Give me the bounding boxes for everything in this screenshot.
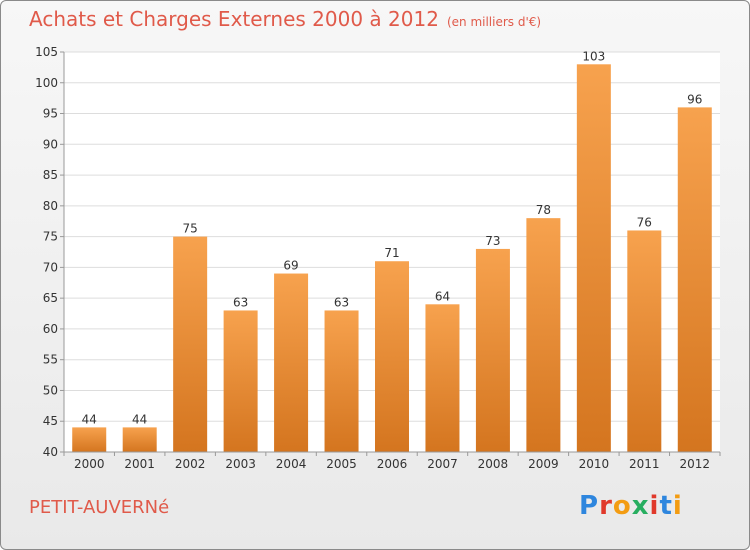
- x-tick-label-2010: 2010: [579, 457, 610, 471]
- chart-title: Achats et Charges Externes 2000 à 2012 (e…: [29, 7, 541, 31]
- x-tick-label-2004: 2004: [276, 457, 307, 471]
- value-label-2003: 63: [233, 295, 248, 309]
- value-label-2008: 73: [485, 234, 500, 248]
- logo-letter: r: [599, 491, 613, 521]
- bar-2002: [173, 236, 208, 452]
- value-labels: 44 44 75 63 69 63 71 64 73 78 103 76 96: [82, 49, 703, 426]
- value-label-2002: 75: [183, 222, 198, 236]
- y-tick-label: 70: [43, 260, 58, 274]
- y-tick-label: 75: [43, 230, 58, 244]
- y-tick-label: 45: [43, 414, 58, 428]
- value-label-2006: 71: [384, 246, 399, 260]
- y-tick-label: 85: [43, 168, 58, 182]
- bar-2008: [475, 248, 510, 452]
- logo-letter: i: [672, 491, 683, 521]
- y-tick-label: 80: [43, 199, 58, 213]
- bar-2004: [274, 273, 309, 452]
- value-label-2005: 63: [334, 295, 349, 309]
- y-tick-label: 40: [43, 445, 58, 459]
- bar-2011: [627, 230, 662, 452]
- x-tick-label-2002: 2002: [175, 457, 206, 471]
- y-tick-label: 65: [43, 291, 58, 305]
- bar-2010: [576, 64, 611, 453]
- x-tick-label-2006: 2006: [377, 457, 408, 471]
- value-label-2011: 76: [637, 215, 652, 229]
- value-label-2001: 44: [132, 412, 147, 426]
- x-tick-label-2008: 2008: [478, 457, 509, 471]
- logo-letter: x: [631, 491, 650, 521]
- x-tick-label-2012: 2012: [679, 457, 710, 471]
- x-tick-label-2007: 2007: [427, 457, 458, 471]
- logo-letter: t: [659, 491, 673, 521]
- x-tick-label-2001: 2001: [124, 457, 155, 471]
- y-tick-label: 50: [43, 383, 58, 397]
- bar-2007: [425, 304, 460, 452]
- y-tick-label: 105: [35, 45, 58, 59]
- y-tick-label: 90: [43, 137, 58, 151]
- x-tick-label-2000: 2000: [74, 457, 105, 471]
- value-label-2007: 64: [435, 289, 450, 303]
- y-tick-label: 55: [43, 353, 58, 367]
- value-label-2004: 69: [283, 259, 298, 273]
- x-tick-label-2011: 2011: [629, 457, 660, 471]
- bar-2009: [526, 218, 561, 452]
- bar-2006: [375, 261, 409, 452]
- logo-letter: P: [579, 491, 600, 521]
- value-label-2010: 103: [582, 49, 605, 63]
- commune-name: PETIT-AUVERNé: [29, 497, 170, 518]
- logo-letter: o: [612, 491, 632, 521]
- chart-unit: (en milliers d'€): [446, 15, 542, 29]
- y-tick-label: 100: [35, 76, 58, 90]
- bars: [72, 64, 712, 453]
- x-tick-label-2005: 2005: [326, 457, 357, 471]
- logo-letter: i: [649, 491, 660, 521]
- x-axis: 2000 2001 2002 2003 2004 2005 2006 2007 2008 2009…: [63, 452, 721, 471]
- value-label-2012: 96: [687, 92, 702, 106]
- bar-2012: [677, 107, 712, 452]
- x-tick-label-2003: 2003: [225, 457, 256, 471]
- y-tick-label: 60: [43, 322, 58, 336]
- x-tick-label-2009: 2009: [528, 457, 559, 471]
- y-axis: 40 45 50 55 60 65 70 75 80 85 90 95 100 105: [35, 45, 64, 459]
- chart-title-text: Achats et Charges Externes 2000 à 2012: [29, 7, 439, 31]
- y-tick-label: 95: [43, 107, 58, 121]
- proxiti-logo: Proxiti: [579, 491, 683, 521]
- value-label-2009: 78: [536, 203, 551, 217]
- value-label-2000: 44: [82, 412, 97, 426]
- bar-2000: [72, 427, 107, 452]
- bar-2003: [223, 310, 258, 452]
- bar-2001: [122, 427, 157, 452]
- bar-2005: [324, 310, 359, 452]
